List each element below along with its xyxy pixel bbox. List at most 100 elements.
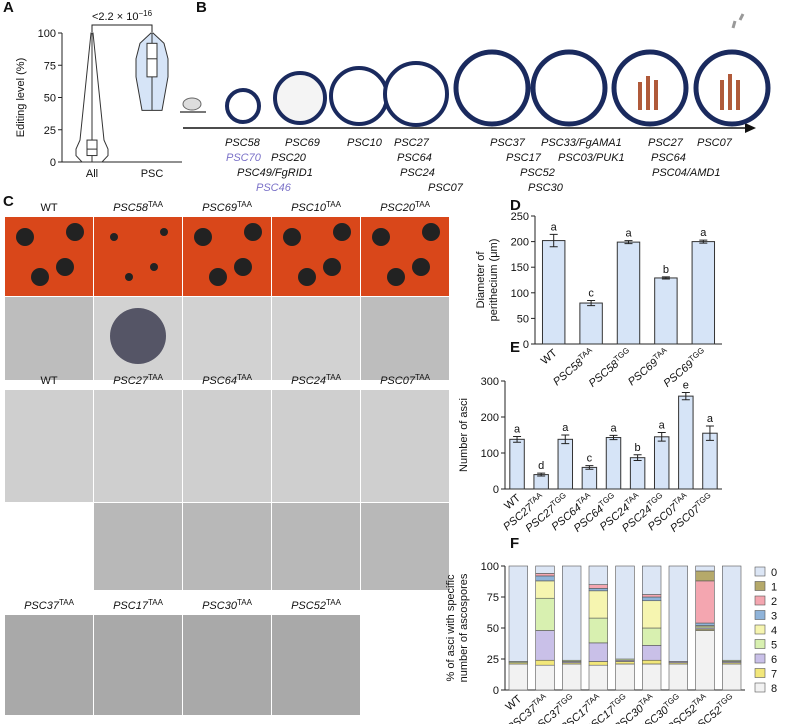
category-superscript: TGG	[609, 692, 628, 710]
bar	[509, 438, 525, 490]
category-superscript: TGG	[645, 491, 664, 509]
category-superscript: TGG	[694, 491, 713, 509]
strain-label: PSC37TAA	[24, 598, 74, 612]
micrograph	[361, 390, 449, 502]
bar-segment	[642, 659, 662, 665]
error-bar	[699, 239, 708, 244]
panel-letter: B	[196, 0, 207, 16]
y-tick-label: 100	[38, 28, 56, 40]
stage-gene-label: PSC04/AMD1	[652, 167, 720, 179]
bar-segment	[535, 659, 555, 666]
micrograph	[94, 503, 182, 590]
y-tick-label: 300	[481, 376, 499, 388]
perithecium	[298, 268, 316, 286]
strain-label: PSC24TAA	[291, 373, 341, 387]
micrograph	[361, 503, 449, 590]
perithecium	[160, 228, 168, 236]
strain-name: PSC37	[24, 600, 60, 612]
bar-segment	[642, 627, 662, 646]
y-tick-label: 50	[44, 93, 56, 105]
y-tick-label: 25	[487, 654, 499, 666]
box	[146, 42, 158, 78]
y-tick-label: 150	[511, 262, 529, 274]
perithecium	[387, 268, 405, 286]
y-tick-label: 100	[481, 561, 499, 573]
y-tick-label: 50	[487, 623, 499, 635]
legend-label: 2	[771, 596, 777, 608]
y-tick-label: 0	[493, 484, 499, 496]
y-tick-label: 25	[44, 125, 56, 137]
significance-letter: c	[588, 287, 594, 299]
legend-swatch	[754, 566, 766, 577]
bar-segment	[535, 630, 555, 661]
micrograph	[361, 297, 449, 380]
legend-swatch	[754, 668, 766, 678]
bar-segment	[615, 661, 635, 665]
strain-label: PSC20TAA	[380, 200, 430, 214]
x-tick-label: PSC	[141, 168, 164, 180]
bar-segment	[562, 565, 582, 661]
bar	[605, 437, 622, 490]
y-tick-label: 100	[511, 288, 529, 300]
error-bar	[609, 434, 618, 441]
stage-gene-label: PSC58	[225, 137, 261, 149]
micrograph	[272, 615, 360, 715]
legend-swatch	[754, 624, 766, 635]
error-bar	[561, 434, 570, 445]
legend-swatch	[754, 653, 766, 664]
micrograph	[272, 503, 360, 590]
strain-superscript: TAA	[326, 373, 342, 382]
bar-segment	[615, 663, 635, 691]
perithecium	[283, 228, 301, 246]
stage-gene-label: PSC46	[256, 182, 292, 194]
perithecium	[209, 268, 227, 286]
significance-letter: a	[700, 227, 707, 239]
micrograph	[183, 390, 271, 502]
perithecium	[372, 228, 390, 246]
strain-superscript: TAA	[237, 373, 253, 382]
strain-name: PSC10	[291, 202, 327, 214]
bar-segment	[535, 573, 555, 577]
significance-letter: d	[538, 460, 544, 472]
category-superscript: TAA	[623, 490, 641, 507]
y-tick-label: 50	[517, 313, 529, 325]
stage-gene-label: PSC07	[428, 182, 464, 194]
bar	[541, 240, 566, 345]
stage-gene-label: PSC64	[651, 152, 686, 164]
category-superscript: TAA	[637, 691, 655, 708]
significance-letter: a	[551, 221, 558, 233]
micrograph	[5, 390, 93, 502]
bar-segment	[535, 580, 555, 599]
category-name: PSC69	[662, 358, 696, 390]
significance-letter: c	[587, 453, 593, 465]
error-bar	[681, 392, 690, 401]
x-tick-label: WT	[539, 347, 560, 367]
bar-segment	[508, 565, 528, 662]
bar	[616, 241, 641, 345]
stage-gene-label: PSC27	[394, 137, 430, 149]
perithecium	[323, 258, 341, 276]
error-bar	[624, 240, 633, 245]
strain-name: PSC58	[113, 202, 149, 214]
p-value-exponent: −16	[138, 9, 152, 18]
y-axis-label: % of asci with specific	[445, 574, 457, 681]
bar-segment	[642, 594, 662, 598]
bar-segment	[588, 642, 608, 662]
legend-label: 6	[771, 654, 777, 666]
bar	[691, 241, 716, 345]
micrograph	[5, 615, 93, 715]
bar-segment	[508, 663, 528, 691]
x-tick-label: All	[86, 168, 98, 180]
strain-superscript: TAA	[415, 200, 431, 209]
category-superscript: TAA	[530, 691, 548, 708]
box	[86, 139, 98, 157]
strain-label: PSC52TAA	[291, 598, 341, 612]
panel-letter: C	[3, 193, 14, 210]
perithecium	[194, 228, 212, 246]
y-axis-label: Editing level (%)	[15, 58, 27, 137]
y-tick-label: 75	[44, 60, 56, 72]
significance-letter: a	[562, 422, 569, 434]
stage-gene-label: PSC27	[648, 137, 684, 149]
significance-letter: a	[659, 419, 666, 431]
